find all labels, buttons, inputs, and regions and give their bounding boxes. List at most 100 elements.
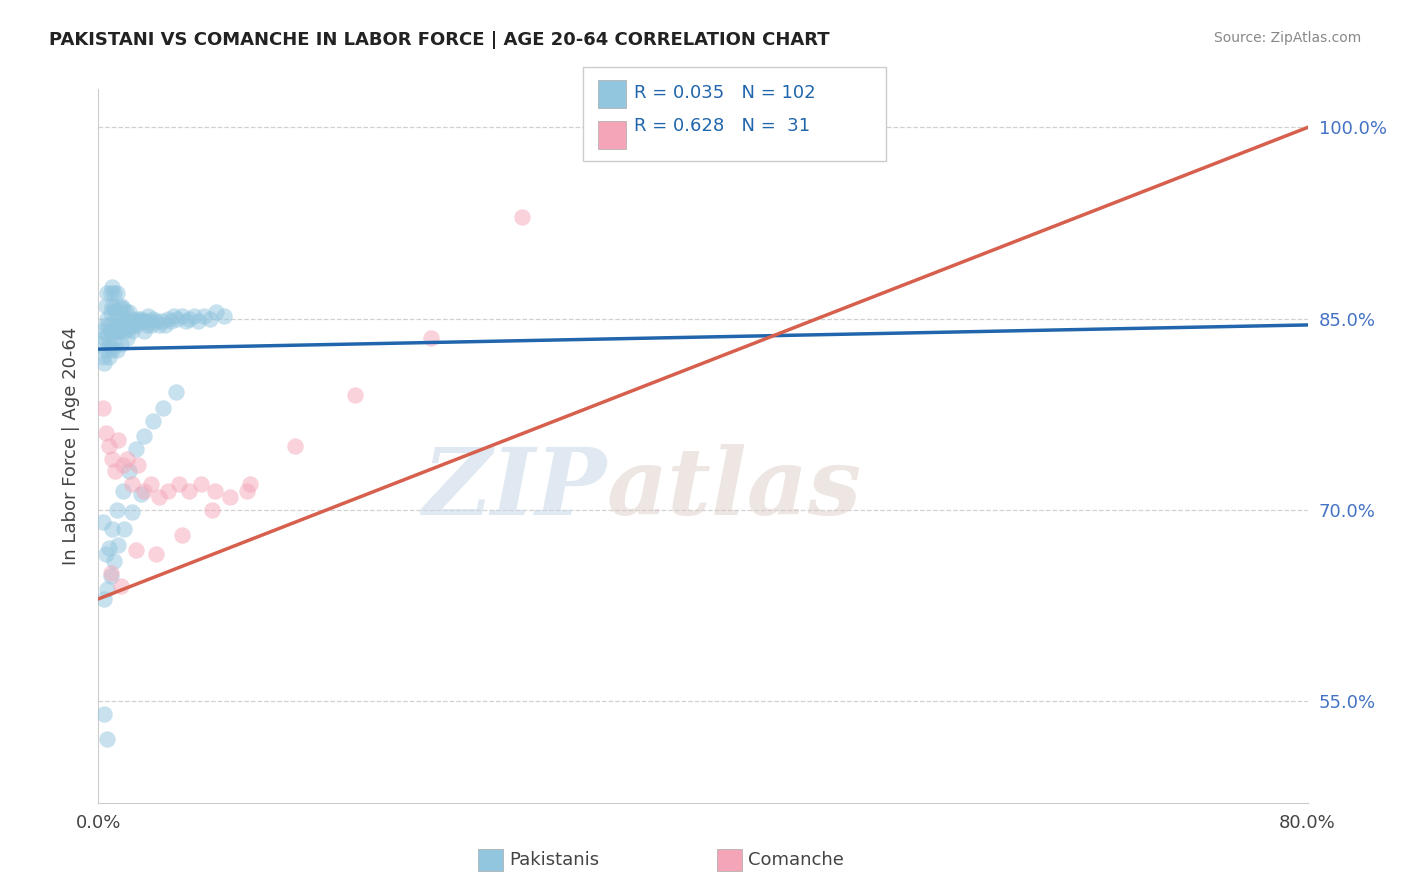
Point [129,311,152,326]
Text: Comanche: Comanche [748,851,844,869]
Point [107,433,129,447]
Point [115,314,138,328]
Point [121,324,143,338]
Point [103,337,125,351]
Point [107,324,129,338]
Point [170,309,193,323]
Point [105,502,128,516]
Point [152,401,174,415]
Point [101,451,124,466]
Point [98,541,121,555]
Point [156,311,179,326]
Point [101,299,124,313]
Point [100,324,122,338]
Point [190,477,212,491]
Point [103,301,125,316]
Point [100,340,122,354]
Point [101,522,124,536]
Point [98,439,121,453]
Text: atlas: atlas [606,444,862,533]
Point [510,210,533,224]
Point [105,286,128,301]
Point [103,324,125,338]
Point [219,490,242,504]
Point [96,326,118,341]
Point [98,337,121,351]
Point [127,458,149,472]
Point [114,305,136,319]
Point [170,528,193,542]
Text: Source: ZipAtlas.com: Source: ZipAtlas.com [1213,31,1361,45]
Point [91,324,114,338]
Point [187,314,209,328]
Point [96,311,118,326]
Text: R = 0.628   N =  31: R = 0.628 N = 31 [634,118,810,136]
Point [135,318,157,332]
Point [174,314,197,328]
Point [112,311,135,326]
Point [105,324,128,338]
Point [121,311,143,326]
Point [103,286,125,301]
Point [101,324,124,338]
Point [124,314,146,328]
Point [110,579,132,593]
Point [156,483,179,498]
Point [160,314,183,328]
Point [239,477,262,491]
Point [167,477,190,491]
Point [131,314,153,328]
Point [91,350,114,364]
Point [111,483,134,498]
Point [101,343,124,358]
Point [91,516,114,530]
Point [94,426,117,441]
Point [90,337,112,351]
Point [93,706,115,721]
Point [125,543,148,558]
Point [112,522,135,536]
Point [91,401,114,415]
Point [129,487,152,501]
Point [120,318,142,332]
Point [115,331,138,345]
Point [204,483,226,498]
Point [98,318,121,332]
Point [132,429,155,443]
Point [96,582,118,596]
Point [201,502,224,516]
Point [125,442,148,456]
Point [110,318,132,332]
Point [100,286,122,301]
Point [118,465,141,479]
Point [104,465,127,479]
Point [145,314,167,328]
Point [212,309,235,323]
Point [145,547,167,561]
Point [96,732,118,747]
Point [107,311,129,326]
Point [112,324,135,338]
Point [139,314,162,328]
Point [100,566,122,581]
Point [148,490,170,504]
Point [125,318,148,332]
Point [136,309,159,323]
Y-axis label: In Labor Force | Age 20-64: In Labor Force | Age 20-64 [62,326,80,566]
Point [142,311,165,326]
Point [107,538,129,552]
Point [183,309,205,323]
Point [104,318,127,332]
Point [94,318,117,332]
Point [103,554,125,568]
Point [200,311,222,326]
Point [118,305,141,319]
Point [205,305,228,319]
Point [111,301,134,316]
Point [165,385,187,400]
Point [344,388,367,402]
Point [153,318,176,332]
Point [110,337,132,351]
Point [93,331,115,345]
Point [94,343,117,358]
